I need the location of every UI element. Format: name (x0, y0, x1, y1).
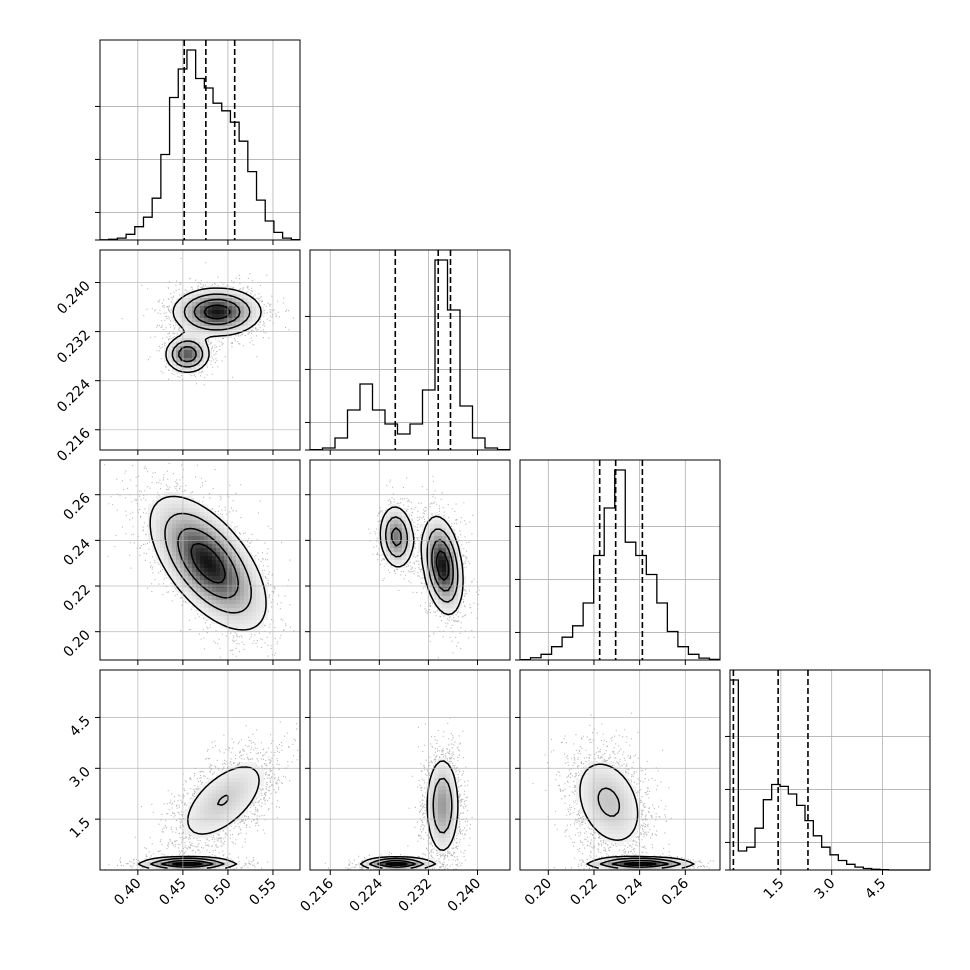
x-tick-label: 0.22 (567, 876, 600, 909)
density-raster (310, 670, 510, 870)
x-tick-label: 0.224 (346, 875, 386, 915)
contour-line (368, 777, 453, 869)
x-tick-label: 0.40 (111, 876, 144, 909)
scatter-panel-2-0 (95, 459, 301, 665)
panel-frame (519, 459, 721, 661)
scatter-panel-3-2 (515, 669, 721, 875)
x-tick-label: 0.24 (613, 875, 646, 908)
contour-line (171, 293, 251, 368)
scatter-panel-1-0 (95, 249, 301, 455)
hist-panel-2 (515, 459, 721, 665)
density-raster (520, 670, 720, 870)
contour-line (203, 304, 231, 320)
y-tick-label: 1.5 (67, 815, 94, 842)
contour-line (165, 287, 262, 374)
panel-frame (99, 459, 301, 661)
panel-frame (309, 669, 511, 871)
x-tick-label: 3.0 (811, 876, 838, 903)
contour-line (391, 527, 454, 592)
histogram-step-2 (520, 469, 720, 661)
y-tick-label: 4.5 (67, 713, 94, 740)
y-tick-label: 0.26 (60, 490, 93, 523)
panel-background (310, 250, 510, 450)
panel-background (520, 460, 720, 660)
y-tick-label: 3.0 (67, 764, 94, 791)
x-tick-label: 0.216 (297, 875, 337, 915)
histogram-step-1 (310, 259, 510, 451)
x-tick-label: 1.5 (761, 876, 788, 903)
y-tick-label: 0.224 (54, 376, 94, 416)
x-tick-label: 0.45 (156, 876, 189, 909)
x-tick-label: 0.20 (522, 876, 555, 909)
density-raster (100, 670, 300, 870)
y-tick-label: 0.22 (60, 582, 93, 615)
hist-panel-1 (305, 249, 511, 455)
contour-line (137, 766, 260, 869)
contour-line (579, 763, 695, 869)
x-tick-label: 4.5 (862, 876, 889, 903)
contour-line (178, 298, 241, 363)
x-tick-label: 0.232 (396, 876, 436, 916)
contour-line (435, 550, 450, 581)
panel-background (730, 670, 930, 870)
y-tick-label: 0.240 (54, 278, 94, 318)
contour-line (172, 861, 203, 866)
panel-background (100, 40, 300, 240)
density-raster (100, 460, 300, 660)
y-tick-label: 0.216 (54, 425, 94, 465)
y-tick-label: 0.20 (60, 627, 93, 660)
x-tick-label: 0.50 (201, 876, 234, 909)
scatter-panel-2-1 (305, 459, 511, 665)
panel-frame (309, 249, 511, 451)
density-raster (100, 250, 300, 450)
hist-panel-3 (725, 669, 931, 875)
density-raster (310, 460, 510, 660)
contour-line (164, 512, 252, 614)
panel-frame (99, 669, 301, 871)
histogram-step-0 (100, 49, 300, 241)
panel-frame (309, 459, 511, 661)
y-tick-label: 0.232 (54, 327, 94, 367)
panel-frame (729, 669, 931, 871)
hist-panel-0 (95, 39, 301, 245)
x-tick-label: 0.55 (246, 876, 279, 909)
panel-frame (99, 39, 301, 241)
panel-frame (99, 249, 301, 451)
scatter-panel-3-1 (305, 669, 511, 875)
y-tick-label: 0.24 (60, 536, 93, 569)
contour-line (161, 859, 214, 868)
panel-frame (519, 669, 721, 871)
scatter-panel-3-0 (95, 669, 301, 875)
contour-line (190, 542, 226, 584)
x-tick-label: 0.26 (659, 875, 692, 908)
contour-line (611, 859, 669, 868)
contour-line (379, 506, 464, 616)
contour-line (149, 495, 267, 631)
contour-line (385, 862, 408, 866)
x-tick-label: 0.240 (445, 876, 485, 916)
